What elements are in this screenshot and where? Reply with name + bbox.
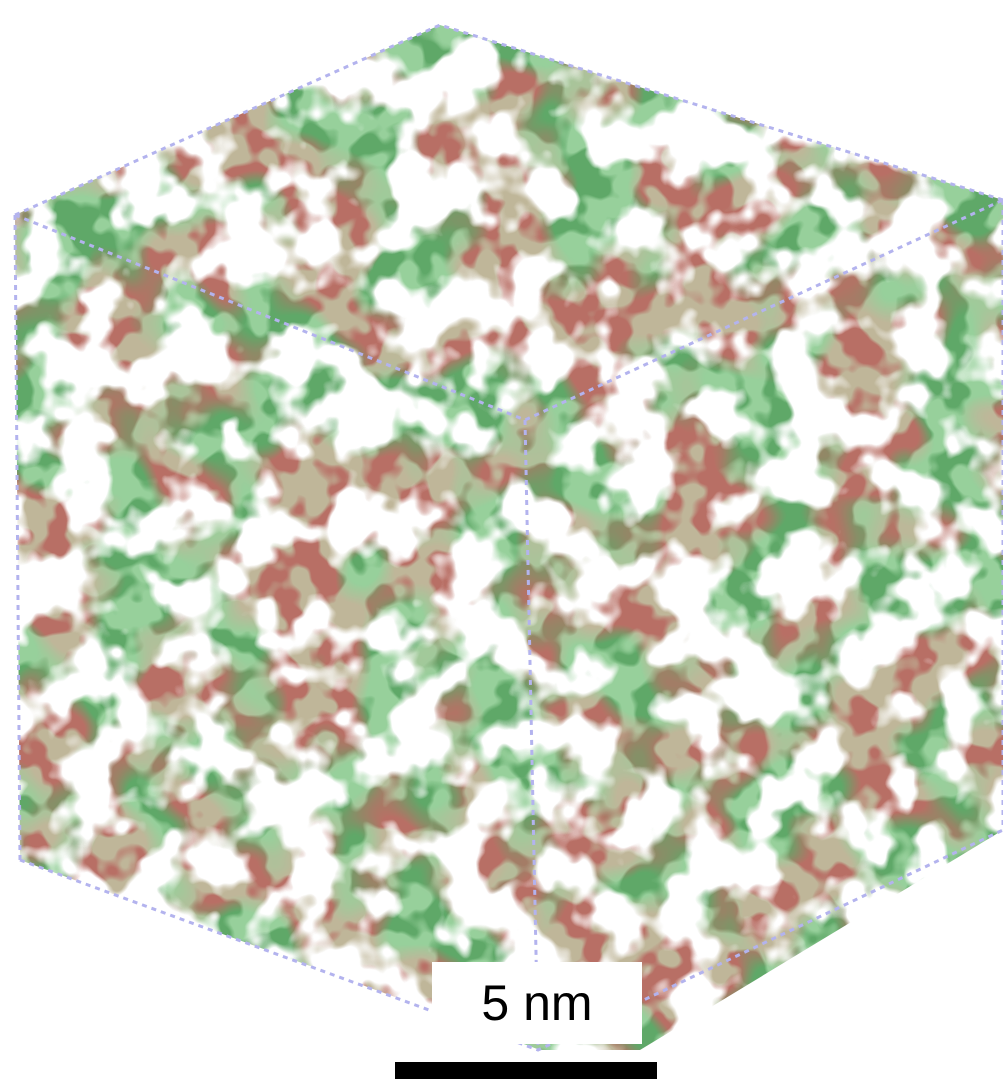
bounding-box-edges [13,23,1003,1052]
box-left-vertical-edge [13,214,22,861]
scale-label-box: 5 nm [432,962,642,1044]
scale-bar [395,1062,657,1079]
box-bottom-edges [19,828,1003,1052]
scale-bar-label: 5 nm [481,975,593,1031]
box-top-front-edges [14,198,1003,422]
